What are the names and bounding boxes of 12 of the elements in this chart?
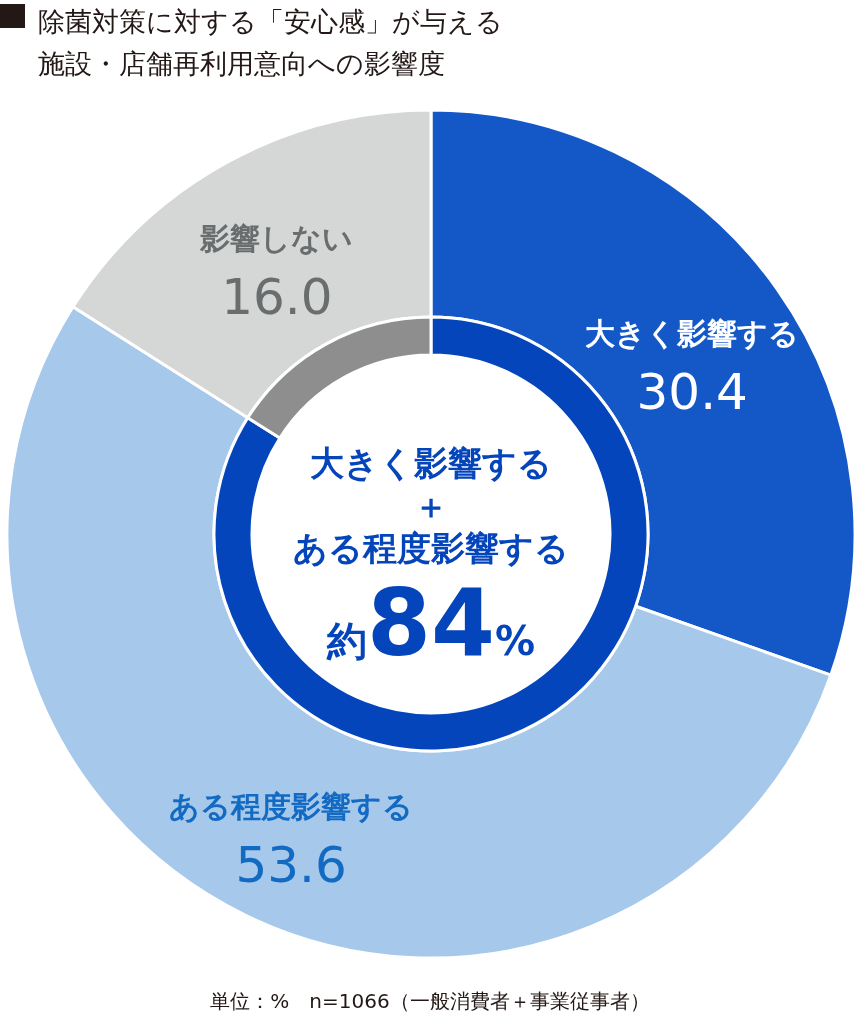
text: 大きく影響する	[310, 443, 552, 483]
slice-label: 大きく影響する	[585, 316, 800, 352]
text: ＋	[414, 485, 448, 526]
data-label: 30.4	[636, 363, 748, 422]
text: 単位：% n=1066（一般消費者＋事業従事者）	[210, 989, 650, 1013]
chart-title: 除菌対策に対する「安心感」が与える施設・店舗再利用意向への影響度	[38, 6, 503, 79]
slice-label: ある程度影響する	[169, 788, 414, 824]
data-label: 16.0	[221, 267, 333, 326]
slice-label: 影響しない	[199, 220, 354, 256]
data-label: 53.6	[235, 835, 347, 894]
text: 約84%	[325, 570, 536, 677]
text: ある程度影響する	[293, 528, 569, 568]
